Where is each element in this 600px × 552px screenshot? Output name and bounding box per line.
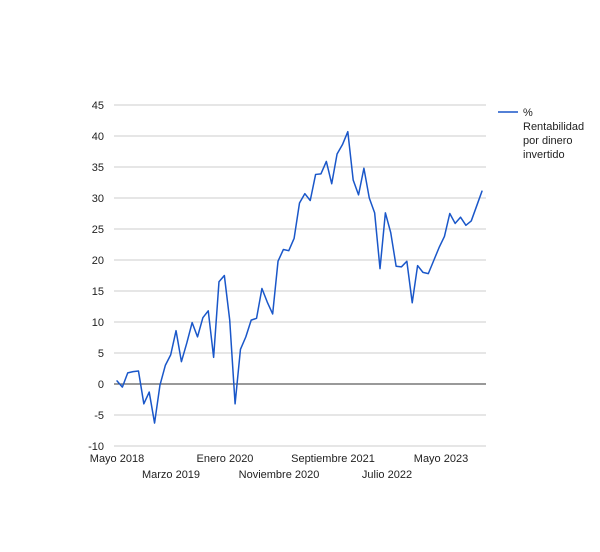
data-point	[459, 216, 461, 218]
data-point	[331, 183, 333, 185]
data-point	[271, 313, 273, 315]
data-point	[373, 212, 375, 214]
data-point	[384, 212, 386, 214]
data-point	[153, 422, 155, 424]
x-tick-label: Julio 2022	[362, 469, 412, 481]
x-tick-label: Noviembre 2020	[239, 469, 320, 481]
data-point	[288, 250, 290, 252]
y-tick-label: -10	[88, 441, 104, 453]
data-point	[481, 190, 483, 192]
data-point	[422, 271, 424, 273]
data-point	[186, 342, 188, 344]
data-point	[352, 179, 354, 181]
data-point	[175, 329, 177, 331]
data-point	[196, 336, 198, 338]
data-point	[309, 199, 311, 201]
data-point	[406, 260, 408, 262]
data-point	[282, 248, 284, 250]
data-point	[229, 319, 231, 321]
data-point	[449, 212, 451, 214]
data-point	[416, 264, 418, 266]
data-point	[454, 222, 456, 224]
data-point	[261, 287, 263, 289]
data-point	[223, 274, 225, 276]
legend-label: invertido	[523, 149, 565, 161]
data-point	[143, 403, 145, 405]
data-point	[438, 246, 440, 248]
data-point	[127, 372, 129, 374]
data-point	[159, 384, 161, 386]
data-point	[336, 153, 338, 155]
legend-label: Rentabilidad	[523, 121, 584, 133]
data-point	[475, 205, 477, 207]
data-point	[245, 336, 247, 338]
x-tick-label: Marzo 2019	[142, 469, 200, 481]
data-point	[363, 167, 365, 169]
data-point	[325, 160, 327, 162]
data-point	[277, 260, 279, 262]
y-tick-label: 35	[92, 162, 104, 174]
data-point	[169, 354, 171, 356]
data-point	[266, 301, 268, 303]
data-point	[212, 356, 214, 358]
data-point	[443, 235, 445, 237]
y-tick-label: 0	[98, 379, 104, 391]
x-tick-label: Enero 2020	[197, 453, 254, 465]
y-tick-label: 40	[92, 131, 104, 143]
data-point	[148, 391, 150, 393]
data-point	[411, 302, 413, 304]
data-point	[164, 364, 166, 366]
data-point	[191, 321, 193, 323]
data-point	[239, 348, 241, 350]
legend-label: por dinero	[523, 135, 573, 147]
series-line	[116, 130, 483, 424]
data-point	[390, 232, 392, 234]
x-tick-label: Septiembre 2021	[291, 453, 375, 465]
data-point	[341, 143, 343, 145]
data-point	[116, 380, 118, 382]
data-point	[207, 310, 209, 312]
data-point	[180, 360, 182, 362]
y-tick-label: 30	[92, 193, 104, 205]
data-point	[121, 386, 123, 388]
data-point	[320, 173, 322, 175]
data-point	[298, 202, 300, 204]
y-tick-label: 10	[92, 317, 104, 329]
data-point	[357, 194, 359, 196]
data-point	[347, 130, 349, 132]
y-tick-label: 15	[92, 286, 104, 298]
data-point	[368, 197, 370, 199]
data-point	[465, 224, 467, 226]
data-point	[470, 220, 472, 222]
data-point	[218, 281, 220, 283]
legend-label: %	[523, 107, 533, 119]
y-tick-label: 5	[98, 348, 104, 360]
data-point	[255, 317, 257, 319]
data-point	[202, 316, 204, 318]
data-point	[314, 173, 316, 175]
y-tick-label: -5	[94, 410, 104, 422]
data-point	[400, 266, 402, 268]
data-point	[234, 403, 236, 405]
data-point	[432, 259, 434, 261]
data-point	[304, 192, 306, 194]
data-point	[395, 265, 397, 267]
y-tick-label: 25	[92, 224, 104, 236]
data-point	[250, 319, 252, 321]
data-point	[293, 237, 295, 239]
x-tick-label: Mayo 2023	[414, 453, 468, 465]
data-point	[137, 370, 139, 372]
data-point	[132, 370, 134, 372]
y-tick-label: 45	[92, 100, 104, 112]
data-point	[379, 267, 381, 269]
x-tick-label: Mayo 2018	[90, 453, 144, 465]
data-point	[427, 272, 429, 274]
y-tick-label: 20	[92, 255, 104, 267]
